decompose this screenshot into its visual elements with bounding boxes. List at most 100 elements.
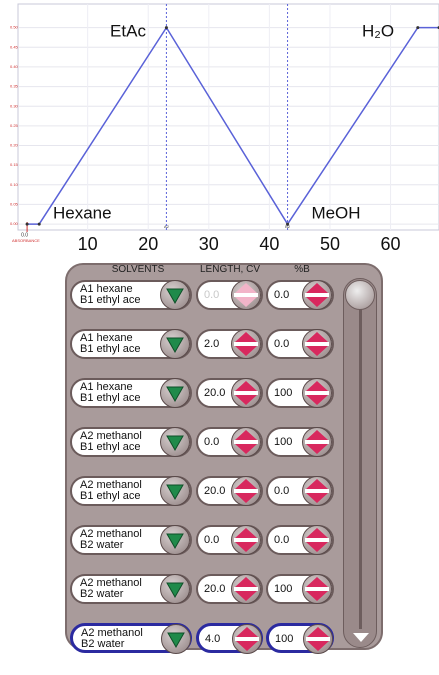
value-field[interactable]: 0.0: [266, 476, 334, 506]
up-arrow: [236, 627, 258, 637]
dropdown-button[interactable]: [160, 574, 190, 604]
dropdown-arrow[interactable]: [161, 428, 189, 456]
dropdown-button[interactable]: [160, 476, 190, 506]
solvent-selector[interactable]: A1 hexane B1 ethyl ace: [70, 329, 192, 359]
value-field[interactable]: 0.0: [196, 427, 263, 457]
dropdown-arrow[interactable]: [161, 526, 189, 554]
solvent-line: A2 methanol: [80, 577, 142, 589]
dropdown-arrow[interactable]: [162, 625, 190, 653]
value-field[interactable]: 0.0: [196, 525, 263, 555]
solvent-selector[interactable]: A2 methanol B2 water: [70, 623, 192, 654]
solvent-selector[interactable]: A1 hexane B1 ethyl ace: [70, 280, 192, 310]
spin-arrows[interactable]: [232, 428, 260, 456]
dropdown-arrow[interactable]: [161, 379, 189, 407]
dropdown-arrow[interactable]: [161, 575, 189, 603]
x-tick-label: 40: [259, 234, 279, 254]
spin-arrows[interactable]: [303, 428, 331, 456]
spin-button[interactable]: [231, 525, 261, 555]
solvent-line: B2 water: [80, 539, 124, 551]
annotation: EtAc: [110, 21, 146, 40]
spin-button[interactable]: [302, 574, 332, 604]
spin-arrows[interactable]: [304, 625, 332, 653]
column-header: %B: [294, 264, 310, 275]
spin-arrows[interactable]: [232, 330, 260, 358]
spin-button[interactable]: [231, 574, 261, 604]
dropdown-button[interactable]: [161, 624, 191, 654]
spin-button[interactable]: [302, 280, 332, 310]
value-field[interactable]: 2.0: [196, 329, 263, 359]
spin-band: [305, 342, 329, 346]
solvent-selector[interactable]: A2 methanol B2 water: [70, 525, 192, 555]
scroll-thumb[interactable]: [345, 280, 375, 310]
spin-button[interactable]: [302, 329, 332, 359]
spin-button[interactable]: [302, 525, 332, 555]
spin-arrows[interactable]: [232, 477, 260, 505]
dropdown-arrow[interactable]: [161, 477, 189, 505]
spin-button[interactable]: [232, 624, 262, 654]
value-field[interactable]: 100: [266, 378, 334, 408]
scrollbar[interactable]: [343, 278, 377, 648]
spin-button[interactable]: [231, 427, 261, 457]
spin-button[interactable]: [231, 476, 261, 506]
up-arrow: [235, 283, 257, 293]
down-arrow: [306, 493, 328, 503]
spin-arrows[interactable]: [303, 526, 331, 554]
solvent-selector[interactable]: A2 methanol B1 ethyl ace: [70, 427, 192, 457]
value-text: 100: [274, 436, 293, 448]
dropdown-button[interactable]: [160, 378, 190, 408]
spin-arrows[interactable]: [303, 575, 331, 603]
value-field[interactable]: 0.0: [266, 329, 334, 359]
down-arrow: [235, 346, 257, 356]
scroll-down-arrow[interactable]: [351, 631, 371, 643]
x-axis-label: ABSORBANCE: [12, 238, 40, 243]
arrow: [167, 632, 185, 649]
value-field[interactable]: 20.0: [196, 476, 263, 506]
dropdown-arrow[interactable]: [161, 330, 189, 358]
value-field[interactable]: 20.0: [196, 574, 263, 604]
spin-band: [234, 538, 258, 542]
spin-arrows[interactable]: [232, 575, 260, 603]
spin-arrows[interactable]: [232, 281, 260, 309]
dropdown-button[interactable]: [160, 329, 190, 359]
value-field[interactable]: 0.0: [196, 280, 263, 310]
value-field[interactable]: 100: [266, 574, 334, 604]
value-field[interactable]: 4.0: [196, 623, 263, 654]
marker-label: A2: [164, 224, 170, 229]
spin-button[interactable]: [302, 427, 332, 457]
spin-arrows[interactable]: [303, 281, 331, 309]
spin-button[interactable]: [231, 329, 261, 359]
spin-button[interactable]: [231, 378, 261, 408]
solvent-selector[interactable]: A2 methanol B2 water: [70, 574, 192, 604]
down-arrow: [307, 641, 329, 651]
solvent-line: B2 water: [80, 588, 124, 600]
solvent-line: B1 ethyl ace: [80, 343, 141, 355]
spin-arrows[interactable]: [233, 625, 261, 653]
spin-arrows[interactable]: [232, 526, 260, 554]
spin-band: [306, 637, 330, 641]
value-field[interactable]: 0.0: [266, 525, 334, 555]
spin-arrows[interactable]: [232, 379, 260, 407]
spin-button[interactable]: [303, 624, 333, 654]
value-text: 0.0: [204, 436, 220, 448]
dropdown-arrow[interactable]: [161, 281, 189, 309]
spin-button[interactable]: [231, 280, 261, 310]
spin-button[interactable]: [302, 378, 332, 408]
solvent-line: A2 methanol: [80, 479, 142, 491]
value-field[interactable]: 100: [266, 427, 334, 457]
spin-arrows[interactable]: [303, 379, 331, 407]
value-field[interactable]: 0.0: [266, 280, 334, 310]
value-text: 20.0: [204, 485, 226, 497]
up-arrow: [235, 528, 257, 538]
spin-arrows[interactable]: [303, 477, 331, 505]
dropdown-button[interactable]: [160, 427, 190, 457]
solvent-selector[interactable]: A2 methanol B1 ethyl ace: [70, 476, 192, 506]
dropdown-button[interactable]: [160, 525, 190, 555]
spin-button[interactable]: [302, 476, 332, 506]
value-field[interactable]: 100: [266, 623, 334, 654]
value-field[interactable]: 20.0: [196, 378, 263, 408]
up-arrow: [235, 577, 257, 587]
dropdown-button[interactable]: [160, 280, 190, 310]
solvent-selector[interactable]: A1 hexane B1 ethyl ace: [70, 378, 192, 408]
spin-arrows[interactable]: [303, 330, 331, 358]
solvent-text: A1 hexane B1 ethyl ace: [80, 382, 141, 404]
